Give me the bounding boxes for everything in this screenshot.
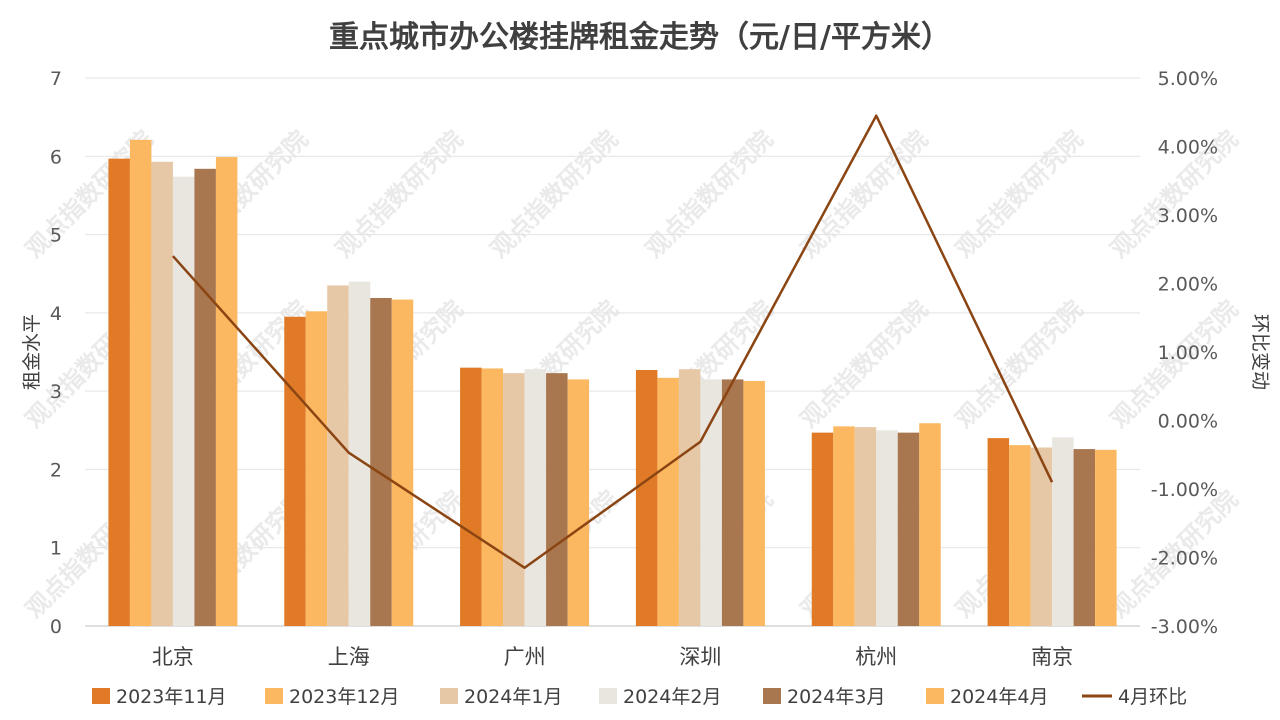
y-tick-label: 7 bbox=[50, 68, 62, 90]
legend-label: 2024年1月 bbox=[464, 686, 562, 708]
bar bbox=[721, 379, 744, 626]
y-tick-label: 2 bbox=[50, 459, 62, 481]
legend-swatch bbox=[599, 688, 617, 704]
bar bbox=[743, 380, 765, 626]
bar bbox=[391, 299, 414, 626]
y-tick-label: 0 bbox=[50, 616, 62, 638]
bar bbox=[524, 369, 547, 626]
bar bbox=[678, 369, 701, 626]
bar bbox=[284, 316, 306, 626]
y2-tick-label: 2.00% bbox=[1158, 274, 1218, 296]
legend-swatch bbox=[265, 688, 283, 704]
category-label: 北京 bbox=[152, 645, 194, 669]
y2-tick-label: 3.00% bbox=[1158, 205, 1218, 227]
bar bbox=[1009, 445, 1031, 626]
line-4月环比 bbox=[171, 114, 1054, 570]
bar bbox=[567, 379, 590, 626]
category-label: 南京 bbox=[1031, 645, 1073, 669]
bar bbox=[172, 176, 195, 626]
legend-swatch bbox=[926, 688, 944, 704]
legend-label: 4月环比 bbox=[1118, 686, 1187, 708]
legend-swatch bbox=[763, 688, 781, 704]
watermark-text: 观点指数研究院 bbox=[640, 125, 779, 264]
y-axis-left-ticks: 0 1 2 3 4 5 6 7 bbox=[50, 68, 62, 638]
bar bbox=[305, 311, 328, 626]
bar bbox=[194, 168, 216, 626]
bar bbox=[657, 377, 679, 626]
category-label: 广州 bbox=[504, 645, 546, 669]
bar bbox=[370, 297, 392, 626]
y2-tick-label: -3.00% bbox=[1151, 616, 1218, 638]
bar bbox=[1073, 449, 1096, 626]
y-axis-right-title: 环比变动 bbox=[1249, 314, 1271, 390]
legend-label: 2024年2月 bbox=[623, 686, 721, 708]
bar bbox=[129, 139, 152, 627]
watermark-text: 观点指数研究院 bbox=[330, 125, 469, 264]
legend-swatch bbox=[92, 688, 110, 704]
bar bbox=[919, 423, 941, 626]
y-tick-label: 3 bbox=[50, 381, 62, 403]
y-tick-label: 6 bbox=[50, 146, 62, 168]
watermark-text: 观点指数研究院 bbox=[950, 125, 1089, 264]
bar bbox=[503, 373, 525, 626]
y-axis-left-title: 租金水平 bbox=[21, 314, 43, 390]
category-label: 上海 bbox=[328, 645, 370, 669]
bar bbox=[546, 373, 568, 626]
bar bbox=[1095, 449, 1117, 626]
category-label: 杭州 bbox=[855, 645, 897, 669]
bar bbox=[635, 370, 658, 626]
bar bbox=[215, 157, 238, 626]
bar bbox=[460, 367, 482, 626]
legend-label: 2023年12月 bbox=[289, 686, 400, 708]
bar bbox=[897, 432, 920, 626]
y-tick-label: 1 bbox=[50, 538, 62, 560]
bar bbox=[108, 158, 130, 627]
bar bbox=[987, 438, 1010, 626]
bar bbox=[151, 161, 173, 626]
category-label: 深圳 bbox=[679, 645, 721, 669]
x-axis-categories: 北京 上海 广州 深圳 杭州 南京 bbox=[152, 645, 1073, 669]
bar-series bbox=[108, 139, 1117, 627]
bar bbox=[348, 281, 371, 626]
bar bbox=[833, 426, 855, 626]
bar bbox=[876, 430, 898, 626]
gridlines bbox=[85, 77, 1140, 627]
legend: 2023年11月 2023年12月 2024年1月 2024年2月 2024年3月 202… bbox=[92, 686, 1187, 708]
bar bbox=[700, 379, 722, 626]
legend-label: 2024年4月 bbox=[950, 686, 1048, 708]
y2-tick-label: 5.00% bbox=[1158, 68, 1218, 90]
bar bbox=[481, 368, 504, 626]
bar bbox=[1052, 437, 1074, 626]
legend-label: 2023年11月 bbox=[116, 686, 227, 708]
bar bbox=[1030, 447, 1053, 626]
y2-tick-label: 0.00% bbox=[1158, 411, 1218, 433]
y-axis-right-ticks: -3.00% -2.00% -1.00% 0.00% 1.00% 2.00% 3.00% 4.… bbox=[1151, 68, 1218, 638]
bar bbox=[854, 427, 877, 626]
y-tick-label: 5 bbox=[50, 225, 62, 247]
y2-tick-label: 1.00% bbox=[1158, 342, 1218, 364]
y2-tick-label: 4.00% bbox=[1158, 137, 1218, 159]
y2-tick-label: -2.00% bbox=[1151, 548, 1218, 570]
line-series bbox=[171, 114, 1054, 570]
bar bbox=[811, 432, 834, 626]
y2-tick-label: -1.00% bbox=[1151, 479, 1218, 501]
y-tick-label: 4 bbox=[50, 303, 62, 325]
watermark-text: 观点指数研究院 bbox=[485, 125, 624, 264]
bar bbox=[327, 285, 349, 626]
legend-label: 2024年3月 bbox=[787, 686, 885, 708]
chart-title: 重点城市办公楼挂牌租金走势（元/日/平方米） bbox=[329, 20, 951, 55]
watermark-text: 观点指数研究院 bbox=[795, 295, 934, 434]
legend-swatch bbox=[440, 688, 458, 704]
